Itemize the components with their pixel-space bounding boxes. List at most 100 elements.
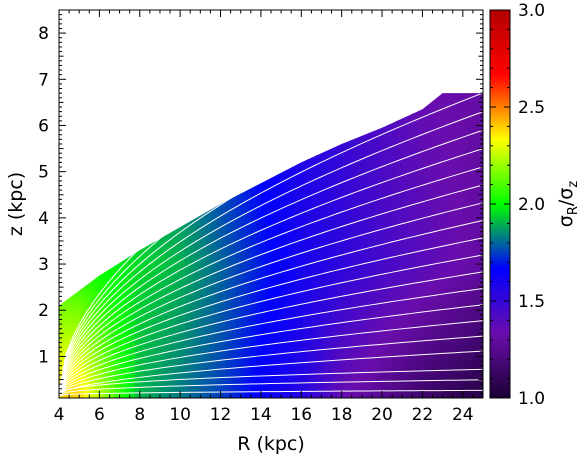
heat-cell (472, 363, 479, 369)
heat-cell (402, 215, 408, 221)
heat-cell (402, 124, 408, 130)
heat-cell (402, 177, 408, 183)
heat-cell (276, 219, 282, 225)
heat-cell (180, 227, 186, 232)
heat-cell (306, 352, 312, 357)
heat-cell (472, 196, 479, 202)
heat-cell (129, 329, 136, 335)
heat-cell (422, 139, 429, 145)
heat-cell (265, 329, 272, 335)
heat-cell (240, 325, 247, 331)
heat-cell (104, 371, 111, 376)
heat-cell (437, 223, 444, 228)
heat-cell (432, 318, 439, 323)
heat-cell (437, 272, 444, 278)
heat-cell (276, 174, 282, 179)
heat-cell (477, 265, 483, 270)
heat-cell (351, 325, 358, 331)
heat-cell (412, 231, 418, 236)
heat-cell (326, 382, 333, 388)
heat-cell (427, 253, 434, 259)
heat-cell (361, 215, 368, 221)
heat-cell (139, 337, 146, 342)
heat-cell (74, 306, 80, 312)
heat-cell (467, 295, 474, 300)
heat-cell (336, 250, 343, 255)
heat-cell (311, 250, 318, 255)
heat-cell (412, 386, 418, 392)
heat-cell (462, 124, 469, 130)
heat-cell (190, 269, 196, 274)
heat-cell (457, 348, 464, 354)
heat-cell (306, 215, 312, 221)
heat-cell (407, 117, 413, 122)
heat-cell (195, 284, 201, 289)
heat-cell (195, 394, 201, 399)
heat-cell (235, 382, 242, 388)
heat-cell (271, 272, 277, 278)
heat-cell (281, 265, 287, 270)
heat-cell (392, 337, 398, 342)
heat-cell (250, 367, 257, 373)
heat-cell (296, 382, 302, 388)
heat-cell (331, 341, 338, 346)
heat-cell (170, 284, 176, 289)
heat-cell (99, 375, 106, 380)
heat-cell (437, 212, 444, 217)
heat-cell (291, 215, 297, 221)
heat-cell (286, 394, 292, 399)
heat-cell (84, 310, 90, 316)
heat-cell (276, 272, 282, 278)
heat-cell (361, 242, 368, 247)
heat-cell (195, 367, 201, 373)
heat-cell (225, 322, 232, 327)
heat-cell (412, 375, 418, 380)
heat-cell (371, 386, 378, 392)
heat-cell (437, 333, 444, 338)
heat-cell (412, 215, 418, 221)
heat-cell (265, 284, 272, 289)
heat-cell (346, 261, 353, 266)
heat-cell (286, 196, 292, 202)
heat-cell (276, 295, 282, 300)
heat-cell (462, 306, 469, 312)
heat-cell (271, 287, 277, 293)
heat-cell (220, 242, 227, 247)
heat-cell (225, 341, 232, 346)
heat-cell (99, 390, 106, 395)
heat-cell (427, 265, 434, 270)
heat-cell (427, 117, 434, 122)
heat-cell (467, 177, 474, 183)
heat-cell (265, 344, 272, 350)
heat-cell (356, 287, 363, 293)
heat-cell (477, 356, 483, 361)
heat-cell (144, 341, 151, 346)
heat-cell (422, 132, 429, 137)
heat-cell (74, 303, 80, 308)
heat-cell (422, 356, 429, 361)
heat-cell (452, 234, 459, 240)
heat-cell (341, 200, 348, 206)
heat-cell (326, 344, 333, 350)
heat-cell (392, 200, 398, 206)
heat-cell (245, 238, 252, 244)
heat-cell (89, 287, 95, 293)
heat-cell (245, 219, 252, 225)
x-tick-label: 22 (412, 405, 434, 425)
heat-cell (276, 234, 282, 240)
heat-cell (397, 196, 403, 202)
heat-cell (417, 371, 424, 376)
heat-cell (402, 280, 408, 285)
heat-cell (356, 333, 363, 338)
heat-cell (477, 102, 483, 107)
heat-cell (326, 284, 333, 289)
heat-cell (371, 257, 378, 262)
heat-cell (457, 219, 464, 225)
heat-cell (366, 253, 373, 259)
heat-cell (361, 352, 368, 357)
heat-cell (215, 287, 222, 293)
heat-cell (321, 386, 328, 392)
heat-cell (472, 356, 479, 361)
heat-cell (356, 204, 363, 209)
heat-cell (387, 375, 393, 380)
